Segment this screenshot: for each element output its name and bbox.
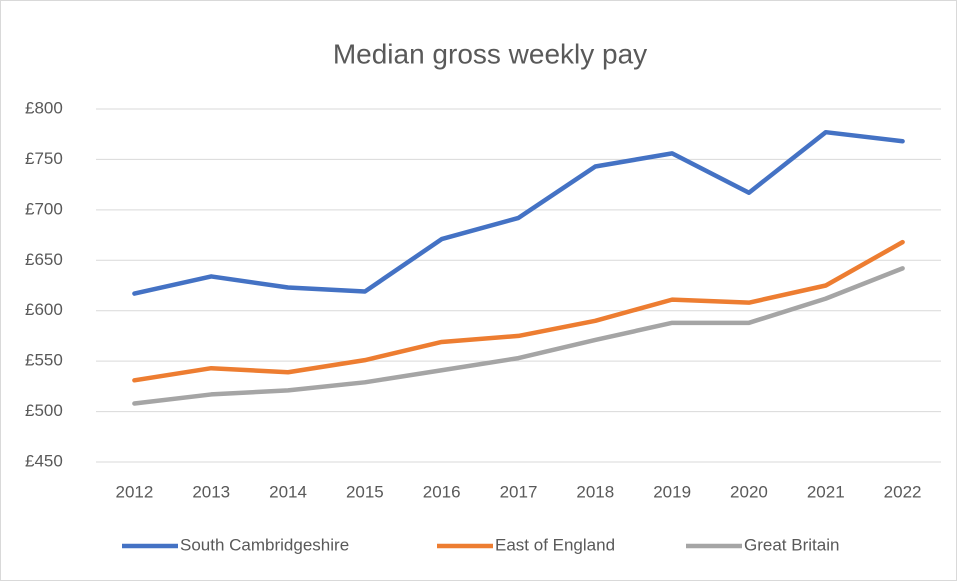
y-tick-label: £800 (25, 98, 63, 117)
legend-label: South Cambridgeshire (180, 535, 349, 554)
y-tick-label: £700 (25, 199, 63, 218)
series-line (132, 129, 905, 296)
x-tick-label: 2015 (346, 482, 384, 501)
legend-label: Great Britain (744, 535, 839, 554)
x-tick-label: 2019 (653, 482, 691, 501)
x-tick-label: 2017 (500, 482, 538, 501)
y-tick-label: £650 (25, 250, 63, 269)
y-tick-label: £550 (25, 351, 63, 370)
x-tick-label: 2022 (884, 482, 922, 501)
x-tick-label: 2016 (423, 482, 461, 501)
x-tick-label: 2018 (576, 482, 614, 501)
legend-label: East of England (495, 535, 615, 554)
x-tick-label: 2012 (115, 482, 153, 501)
series-line (132, 239, 905, 383)
x-tick-label: 2013 (192, 482, 230, 501)
x-tick-label: 2014 (269, 482, 307, 501)
series-line (132, 266, 905, 406)
x-tick-label: 2020 (730, 482, 768, 501)
y-tick-label: £450 (25, 451, 63, 470)
chart-title: Median gross weekly pay (333, 38, 647, 69)
x-tick-label: 2021 (807, 482, 845, 501)
y-tick-label: £600 (25, 300, 63, 319)
y-tick-label: £750 (25, 149, 63, 168)
y-tick-label: £500 (25, 401, 63, 420)
